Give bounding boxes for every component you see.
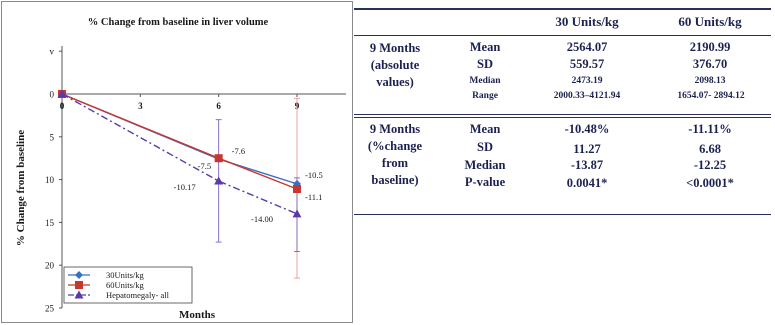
- cell-value: 0.0041*: [566, 176, 608, 190]
- y-tick-label: 25: [45, 304, 55, 314]
- cell-value: -13.87: [570, 158, 604, 172]
- legend-label: 30Units/kg: [106, 270, 145, 280]
- cell-value: 376.70: [692, 57, 728, 71]
- legend-label: 60Units/kg: [106, 280, 145, 290]
- table-group-rule: [354, 114, 771, 115]
- error-bars: [215, 97, 300, 279]
- y-tick-label: 20: [45, 261, 55, 271]
- data-point: [214, 154, 223, 163]
- column-header-30: 30 Units/kg: [555, 14, 619, 29]
- legend-label: Hepatomegaly- all: [106, 290, 170, 300]
- x-axis-label: Months: [179, 309, 216, 321]
- group-label-line: (%change: [367, 139, 423, 153]
- stat-label: P-value: [464, 175, 506, 189]
- data-label: -14.00: [251, 214, 273, 224]
- legend-marker: [74, 290, 84, 299]
- cell-value: 2000.33–4121.94: [553, 91, 621, 101]
- stat-label: Range: [472, 91, 498, 101]
- table-top-rule: [354, 8, 771, 10]
- chart-title: % Change from baseline in liver volume: [88, 17, 269, 28]
- stat-label: Median: [464, 158, 506, 172]
- group-label-line: baseline): [371, 173, 419, 187]
- stat-label: Median: [469, 76, 501, 86]
- legend-marker: [75, 271, 83, 279]
- series-line: [61, 93, 298, 215]
- group-label-line: from: [381, 156, 409, 170]
- cell-value: 2190.99: [689, 40, 731, 54]
- cell-value: -10.48%: [564, 122, 610, 136]
- cell-value: <0.0001*: [686, 176, 734, 190]
- cell-value: 6.68: [699, 142, 721, 156]
- data-point: [57, 89, 67, 98]
- legend-marker: [75, 281, 83, 289]
- group-label-line: (absolute: [370, 58, 420, 72]
- y-axis-label: % Change from baseline: [15, 130, 27, 246]
- x-tick-label: 3: [138, 101, 143, 111]
- data-label: -10.17: [174, 182, 196, 192]
- cell-value: 2098.13: [694, 76, 726, 86]
- table-group-rule-2: [354, 117, 771, 118]
- cell-value: 559.57: [569, 57, 605, 71]
- data-labels: -7.6 -10.5 -7.5 -11.1 -10.17 -14.00: [174, 146, 323, 224]
- column-header-60: 60 Units/kg: [678, 14, 742, 29]
- cell-value: -12.25: [693, 158, 727, 172]
- data-point: [293, 185, 301, 194]
- x-tick-label: 6: [216, 101, 221, 111]
- y-tick-label: 5: [50, 132, 55, 142]
- data-point: [292, 209, 302, 218]
- table-header-rule: [354, 35, 771, 36]
- chart-panel: % Change from baseline in liver volume %…: [1, 1, 353, 323]
- table-bottom-rule: [354, 214, 771, 215]
- data-label: -10.5: [305, 170, 323, 180]
- x-tick-label: 0: [60, 101, 65, 111]
- y-tick-label: 0: [50, 90, 55, 100]
- y-tick-label: v: [50, 47, 55, 57]
- group-label-line: values): [376, 75, 414, 89]
- stat-label: SD: [477, 140, 493, 154]
- group-label-line: 9 Months: [369, 41, 421, 55]
- stat-label: SD: [477, 57, 493, 71]
- stat-label: Mean: [469, 40, 501, 54]
- series-lines: [57, 89, 302, 218]
- y-tick-label: 15: [45, 218, 55, 228]
- cell-value: -11.11%: [688, 122, 732, 136]
- cell-value: 2564.07: [566, 40, 608, 54]
- data-label: -7.6: [232, 146, 245, 156]
- y-tick-label: 10: [45, 175, 55, 185]
- cell-value: 11.27: [573, 142, 601, 156]
- data-point: [214, 176, 224, 185]
- data-label: -11.1: [305, 192, 322, 202]
- cell-value: 2473.19: [571, 76, 603, 86]
- stats-table: 30 Units/kg 60 Units/kg 9 Months (absolu…: [354, 0, 775, 325]
- cell-value: 1654.07- 2894.12: [677, 91, 745, 101]
- series-line: [61, 93, 298, 190]
- series-line: [61, 93, 298, 185]
- group-label-line: 9 Months: [369, 122, 421, 136]
- stat-label: Mean: [469, 122, 501, 136]
- line-chart: % Change from baseline in liver volume %…: [15, 17, 346, 321]
- data-label: -7.5: [198, 161, 211, 171]
